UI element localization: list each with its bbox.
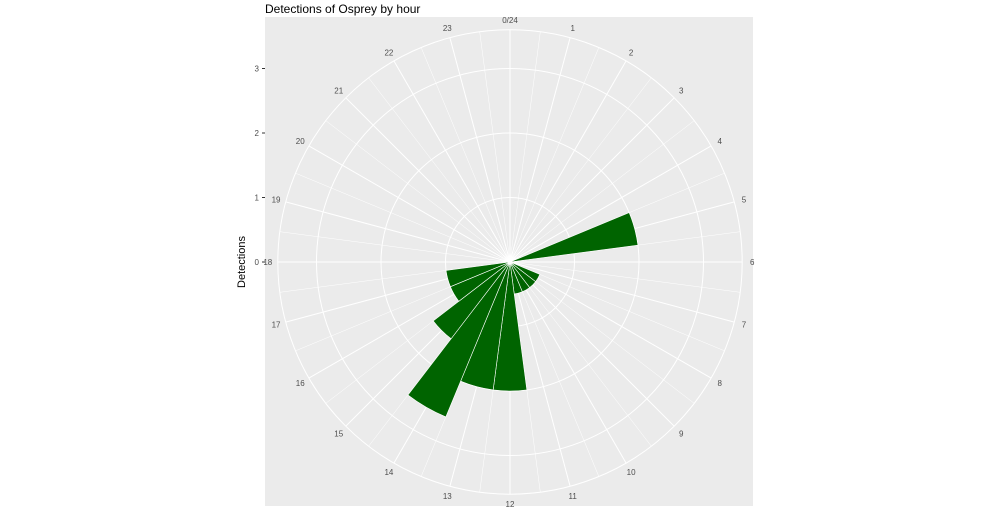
grid-radial-minor <box>509 77 652 263</box>
hour-label-16: 16 <box>296 379 305 388</box>
grid-radial-major <box>509 261 735 323</box>
grid-radial-major <box>509 261 571 487</box>
y-axis: 0 1 2 3 <box>255 65 265 267</box>
hour-label-1: 1 <box>570 24 575 33</box>
grid-radial-minor <box>509 261 652 447</box>
hour-label-6: 6 <box>750 258 755 267</box>
hour-label-17: 17 <box>272 321 281 330</box>
bar-hour-5 <box>509 212 639 263</box>
hour-label-23: 23 <box>443 24 452 33</box>
hour-label-12: 12 <box>506 500 515 509</box>
bars-layer <box>407 212 639 418</box>
hour-label-4: 4 <box>718 137 723 146</box>
hour-label-22: 22 <box>384 48 393 57</box>
grid-radial-minor <box>479 31 511 263</box>
grid-radial-minor <box>509 261 695 404</box>
hour-labels: 0/24123456789101112131415161718192021222… <box>263 16 755 509</box>
bar-hour-15 <box>432 261 511 340</box>
chart-title: Detections of Osprey by hour <box>265 2 421 16</box>
hour-label-18: 18 <box>263 258 272 267</box>
grid-radial-major <box>285 201 511 263</box>
grid-radial-major <box>509 97 675 263</box>
hour-label-21: 21 <box>334 87 343 96</box>
grid-radial-major <box>509 261 712 379</box>
grid-radial-major <box>509 145 712 263</box>
hour-label-13: 13 <box>443 492 452 501</box>
hour-label-2: 2 <box>629 48 634 57</box>
hour-label-7: 7 <box>742 321 747 330</box>
hour-label-15: 15 <box>334 429 343 438</box>
grid-radial-major <box>308 145 511 263</box>
grid-radial-minor <box>509 47 600 263</box>
grid-radial-major <box>509 37 571 263</box>
grid-radial-minor <box>509 261 741 293</box>
hour-label-8: 8 <box>718 379 723 388</box>
grid-radial-minor <box>368 77 511 263</box>
hour-label-5: 5 <box>742 195 747 204</box>
y-tick-label-2: 2 <box>255 129 260 138</box>
grid-radial-minor <box>509 261 600 477</box>
grid-radial-major <box>449 37 511 263</box>
hour-label-9: 9 <box>679 429 684 438</box>
grid-radial-major <box>509 261 675 427</box>
hour-label-20: 20 <box>296 137 305 146</box>
grid-radial-major <box>345 97 511 263</box>
y-tick-label-1: 1 <box>255 194 260 203</box>
grid-radial-minor <box>509 120 695 263</box>
grid-radial-minor <box>509 31 541 263</box>
hour-label-3: 3 <box>679 87 684 96</box>
y-tick-label-3: 3 <box>255 65 260 74</box>
grid-radial-major <box>509 60 627 263</box>
grid-radial-minor <box>295 172 511 263</box>
grid-radial-major <box>509 261 627 464</box>
bar-hour-17 <box>445 261 511 288</box>
hour-label-19: 19 <box>272 195 281 204</box>
hour-label-11: 11 <box>569 492 578 501</box>
grid-radial-major <box>393 60 511 263</box>
bar-hour-14 <box>407 261 511 418</box>
hour-label-14: 14 <box>384 468 393 477</box>
grid-radial-minor <box>279 231 511 263</box>
hour-label-0: 0/24 <box>502 16 518 25</box>
grid-layer <box>277 29 743 495</box>
grid-radial-minor <box>420 47 511 263</box>
hour-label-10: 10 <box>627 468 636 477</box>
grid-radial-minor <box>325 120 511 263</box>
y-tick-label-0: 0 <box>255 258 260 267</box>
grid-radial-minor <box>509 261 725 352</box>
